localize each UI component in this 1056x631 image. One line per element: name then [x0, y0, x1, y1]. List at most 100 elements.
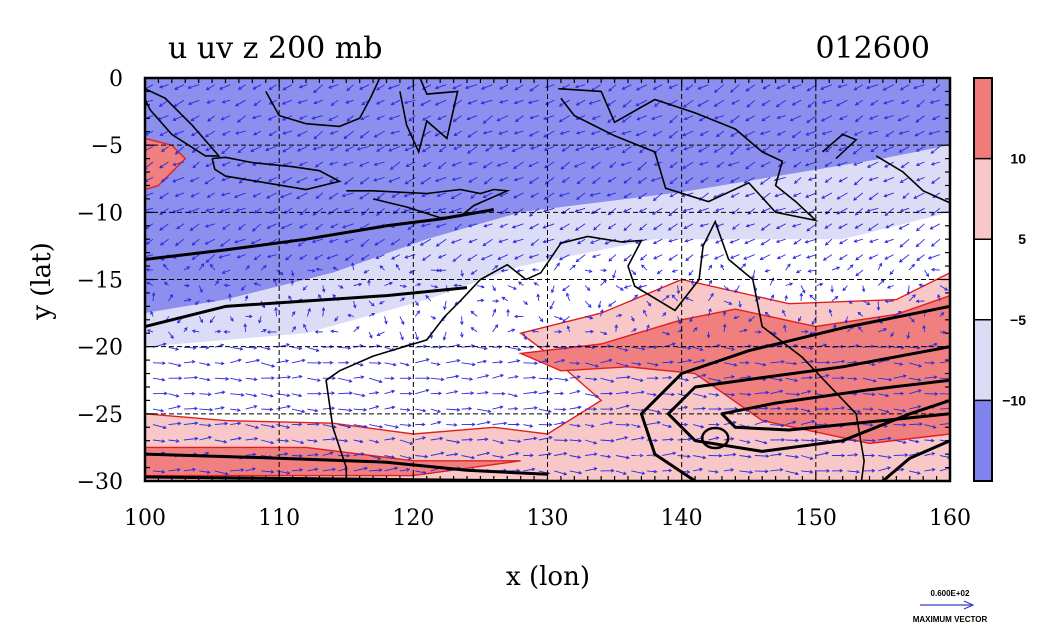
wind-vector-head [237, 149, 242, 154]
wind-vector [430, 437, 443, 441]
wind-vector-head [468, 239, 473, 244]
wind-vector [481, 254, 493, 261]
wind-vector [316, 268, 323, 271]
wind-vector-head [933, 375, 938, 379]
wind-vector [754, 420, 768, 426]
wind-vector [776, 238, 786, 243]
wind-vector [820, 84, 833, 90]
wind-vector-head [608, 257, 613, 262]
wind-vector [446, 359, 460, 364]
wind-vector [146, 281, 154, 286]
wind-vector [657, 285, 663, 292]
wind-vector-head [686, 470, 691, 474]
wind-vector [328, 115, 339, 121]
wind-vector [517, 269, 524, 272]
wind-vector-head [791, 102, 796, 106]
wind-vector-head [425, 358, 430, 362]
wind-vector-head [379, 424, 384, 429]
wind-vector-head [359, 196, 364, 200]
wind-vector-head [669, 193, 674, 198]
wind-vector [576, 99, 586, 106]
wind-vector [640, 254, 648, 261]
wind-vector-head [684, 180, 689, 184]
wind-vector [329, 192, 339, 200]
wind-vector [281, 223, 293, 229]
colorbar: 105−5−10 [973, 77, 1026, 482]
wind-vector [261, 393, 273, 397]
wind-vector [276, 424, 290, 429]
y-axis-label: y (lat) [27, 242, 57, 321]
wind-vector-head [376, 101, 380, 105]
wind-vector [623, 207, 632, 213]
wind-vector-head [606, 193, 611, 197]
wind-vector-head [404, 180, 409, 185]
wind-vector [931, 269, 940, 271]
wind-vector-head [485, 148, 489, 152]
wind-vector-head [620, 162, 625, 167]
wind-vector [777, 115, 786, 119]
wind-vector [631, 408, 645, 412]
wind-vector [748, 316, 756, 322]
wind-vector-head [470, 195, 475, 199]
wind-vector-head [715, 133, 720, 138]
wind-vector [677, 455, 691, 458]
wind-vector [221, 192, 231, 196]
wind-vector-head [764, 269, 769, 273]
wind-vector-head [256, 358, 261, 363]
wind-vector-head [377, 456, 382, 460]
wind-vector [730, 254, 740, 259]
wind-vector [468, 99, 478, 105]
wind-vector-head [783, 324, 787, 329]
wind-vector [554, 359, 565, 364]
wind-vector [939, 360, 950, 364]
wind-vector-head [321, 288, 326, 293]
wind-vector-head [221, 270, 226, 274]
wind-vector [854, 238, 863, 243]
wind-vector [499, 176, 509, 182]
wind-vector-head [791, 85, 796, 89]
wind-vector-head [494, 264, 499, 269]
wind-vector [368, 439, 379, 443]
wind-vector-head [901, 345, 905, 350]
wind-vector [368, 405, 379, 410]
wind-vector-head [299, 454, 303, 458]
wind-vector-head [240, 468, 245, 472]
reference-vector-arrowhead [963, 600, 975, 610]
wind-vector [451, 192, 462, 199]
wind-vector [331, 330, 339, 333]
wind-vector-head [683, 116, 688, 121]
wind-vector-head [285, 256, 289, 261]
wind-vector-head [332, 467, 337, 472]
wind-vector [816, 452, 829, 456]
wind-vector-head [482, 120, 487, 124]
wind-vector-head [652, 132, 657, 137]
wind-vector-head [394, 466, 399, 471]
wind-vector [188, 84, 200, 89]
wind-vector [728, 161, 740, 166]
wind-vector-head [912, 294, 916, 298]
wind-vector [801, 470, 813, 473]
wind-vector-head [347, 313, 352, 318]
wind-vector [499, 146, 509, 150]
wind-vector [825, 238, 833, 246]
wind-vector [282, 99, 293, 105]
wind-vector-head [930, 243, 935, 247]
wind-vector-head [687, 437, 692, 442]
wind-vector-head [517, 439, 522, 444]
wind-vector-head [467, 134, 472, 138]
plot-area [145, 78, 950, 481]
wind-vector-head [702, 373, 707, 378]
wind-vector-head [359, 163, 363, 167]
wind-vector [314, 254, 324, 260]
wind-vector [569, 406, 581, 410]
wind-vector-head [623, 194, 628, 199]
wind-vector-head [506, 308, 510, 313]
y-tick-label: 0 [109, 67, 123, 92]
wind-vector [809, 331, 817, 335]
wind-vector [543, 207, 555, 212]
wind-vector [254, 282, 262, 286]
wind-vector [297, 130, 308, 137]
wind-vector-head [922, 324, 926, 329]
wind-vector [291, 359, 305, 364]
wind-vector [529, 130, 540, 137]
